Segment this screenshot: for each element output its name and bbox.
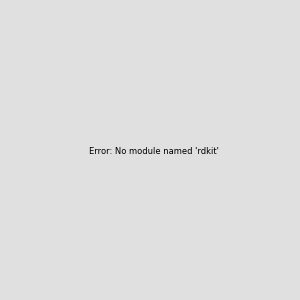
Text: Error: No module named 'rdkit': Error: No module named 'rdkit' [89, 147, 219, 156]
